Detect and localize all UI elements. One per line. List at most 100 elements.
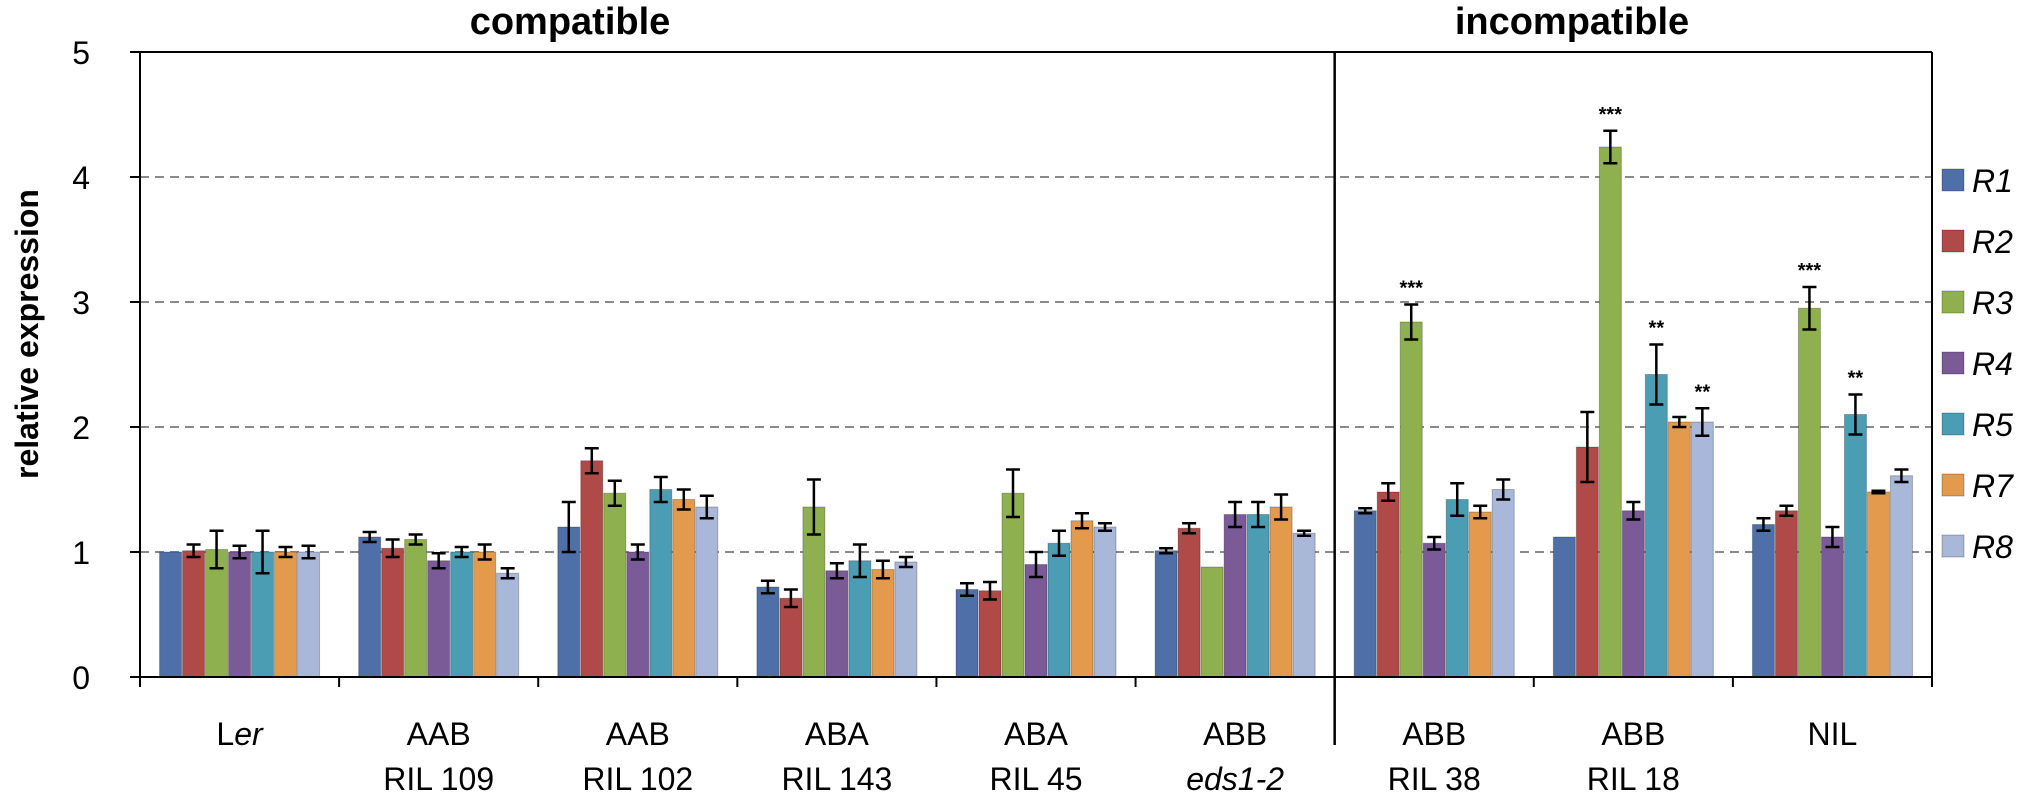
significance-mark: **	[1649, 318, 1665, 340]
bar-r2	[1774, 510, 1798, 678]
legend-label-r8: R8	[1972, 529, 2013, 565]
legend-swatch-r1	[1941, 168, 1965, 192]
x-tick-label-text: L	[216, 716, 234, 752]
x-tick-label-line1: ABB	[1402, 716, 1466, 752]
x-tick-label-text: ABA	[805, 716, 870, 752]
y-tick-label: 5	[72, 35, 90, 71]
plot-frame	[139, 51, 1933, 745]
x-tick-label-line1: AAB	[407, 716, 471, 752]
significance-annotations: ***************	[1400, 104, 1864, 404]
significance-mark: ***	[1400, 278, 1424, 300]
x-tick-label-line1: ABA	[1004, 716, 1069, 752]
x-tick-label-line2: eds1-2	[1186, 761, 1284, 797]
x-tick-label-line1: NIL	[1808, 716, 1858, 752]
bar-r8	[496, 572, 520, 678]
legend-label-r2: R2	[1972, 224, 2013, 260]
bar-r2	[1177, 527, 1201, 678]
y-tick-label: 2	[72, 410, 90, 446]
significance-mark: **	[1695, 381, 1711, 403]
x-tick-label-line1: ABB	[1601, 716, 1665, 752]
bar-r7	[1667, 421, 1691, 678]
x-tick-label-line2: RIL 38	[1388, 761, 1481, 797]
x-tick-label-text: NIL	[1808, 716, 1858, 752]
legend-swatch-r8	[1941, 534, 1965, 558]
bar-r8	[1292, 532, 1316, 678]
bar-r3	[603, 492, 627, 678]
x-tick-label-line2: RIL 18	[1587, 761, 1680, 797]
y-tick-label: 4	[72, 160, 90, 196]
legend-label-r7: R7	[1972, 468, 2014, 504]
bar-r1	[955, 589, 979, 678]
bar-r7	[1070, 520, 1094, 678]
bar-r8	[1491, 489, 1515, 678]
y-tick-label: 1	[72, 535, 90, 571]
y-tick-label: 0	[72, 660, 90, 696]
x-tick-label-line2: RIL 45	[989, 761, 1082, 797]
legend-label-r3: R3	[1972, 285, 2013, 321]
bar-r4	[626, 551, 650, 678]
x-tick-label-line2: RIL 143	[781, 761, 892, 797]
x-tick-label-line2: RIL 109	[383, 761, 494, 797]
bar-r4	[1223, 514, 1247, 678]
bar-r2	[779, 597, 803, 678]
legend-label-r5: R5	[1972, 407, 2013, 443]
bar-r4	[228, 551, 252, 678]
bar-r1	[159, 551, 183, 678]
bar-r1	[1552, 536, 1576, 678]
bar-r4	[427, 560, 451, 678]
bar-r5	[649, 489, 673, 678]
y-axis-label: relative expression	[9, 189, 45, 479]
x-tick-label-italic-text: er	[234, 716, 264, 752]
bar-r1	[756, 586, 780, 678]
bar-r4	[1422, 542, 1446, 678]
legend-label-r1: R1	[1972, 163, 2013, 199]
bar-r1	[1154, 550, 1178, 678]
x-tick-label-line1: AAB	[606, 716, 670, 752]
bar-r1	[358, 536, 382, 678]
bar-r8	[695, 506, 719, 678]
x-tick-label-text: ABB	[1203, 716, 1267, 752]
bar-r5	[450, 551, 474, 678]
bar-r2	[580, 460, 604, 678]
bar-r2	[978, 590, 1002, 678]
bar-r1	[1353, 510, 1377, 678]
bar-r3	[1797, 307, 1821, 678]
bars	[159, 146, 1913, 678]
bar-r7	[672, 499, 696, 678]
bar-r4	[1024, 564, 1048, 678]
x-axis-tick-labels: Ler AAB RIL 109 AAB RIL 102 ABA RIL 143 ABA RIL …	[139, 677, 1933, 797]
bar-r2	[182, 550, 206, 678]
bar-r2	[381, 547, 405, 678]
bar-r8	[1093, 526, 1117, 678]
significance-mark: ***	[1798, 260, 1822, 282]
bar-r5	[1644, 374, 1668, 678]
x-tick-label-line1: ABB	[1203, 716, 1267, 752]
bar-r7	[1468, 511, 1492, 678]
legend-label-r4: R4	[1972, 346, 2013, 382]
bar-r7	[1269, 506, 1293, 678]
legend: R1 R2 R3 R4 R5 R7 R8	[1941, 163, 2014, 565]
bar-r2	[1376, 491, 1400, 678]
bar-r4	[1621, 510, 1645, 678]
legend-swatch-r5	[1941, 412, 1965, 436]
x-tick-label-line2: RIL 102	[582, 761, 693, 797]
bar-r7	[871, 569, 895, 678]
significance-mark: **	[1848, 368, 1864, 390]
legend-swatch-r3	[1941, 290, 1965, 314]
x-tick-label-text: ABA	[1004, 716, 1069, 752]
bar-r8	[894, 561, 918, 678]
x-tick-label-text: ABB	[1402, 716, 1466, 752]
bar-r5	[1445, 499, 1469, 678]
group-header-compatible: compatible	[470, 1, 671, 43]
bar-r7	[1866, 491, 1890, 678]
bar-r8	[297, 551, 321, 678]
bar-r3	[1399, 321, 1423, 678]
bar-r3	[1001, 492, 1025, 678]
bar-r4	[1820, 536, 1844, 678]
error-bars	[186, 129, 1909, 609]
legend-swatch-r4	[1941, 351, 1965, 375]
legend-swatch-r7	[1941, 473, 1965, 497]
x-tick-label-text: AAB	[606, 716, 670, 752]
y-tick-label: 3	[72, 285, 90, 321]
